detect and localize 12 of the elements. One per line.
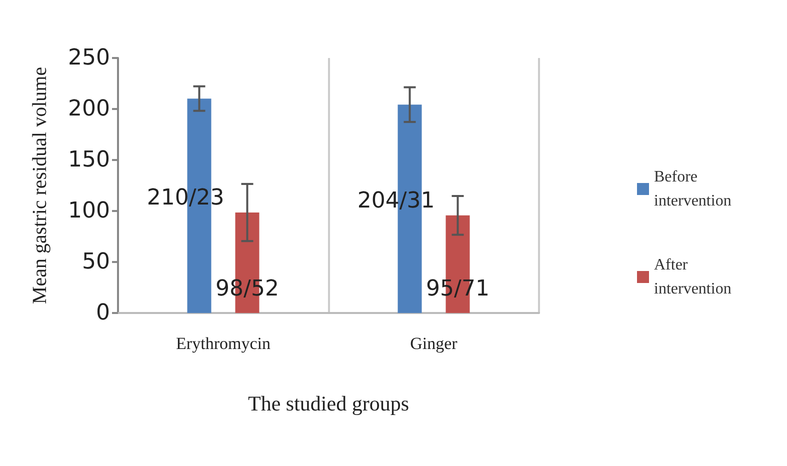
- legend-label: Before intervention: [654, 168, 732, 210]
- x-axis-title: The studied groups: [248, 392, 409, 416]
- x-tick-label: Erythromycin: [176, 334, 271, 353]
- x-tick-label: Ginger: [410, 334, 458, 353]
- y-tick-label: 250: [68, 46, 110, 70]
- y-tick-label: 150: [68, 148, 110, 172]
- y-axis-title: Mean gastric residual volume: [29, 66, 51, 304]
- y-tick-label: 50: [82, 250, 110, 274]
- y-tick-label: 0: [96, 300, 110, 326]
- y-tick-label: 200: [68, 96, 110, 122]
- legend-label: After intervention: [654, 256, 732, 298]
- y-tick-label: 100: [68, 198, 110, 224]
